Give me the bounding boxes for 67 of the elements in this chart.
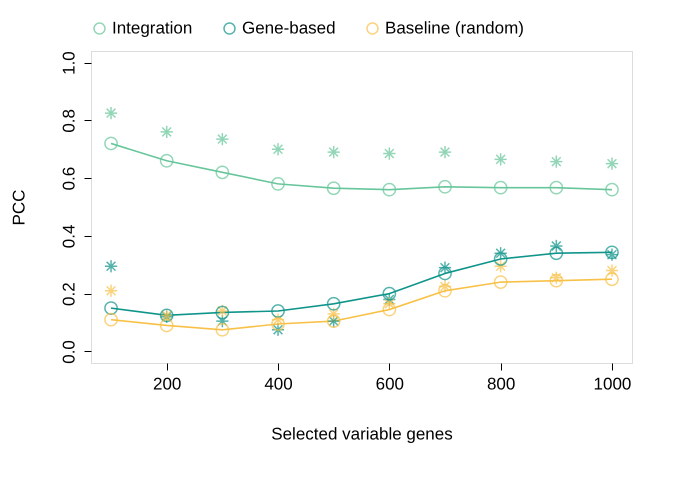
y-tick-label: 0.0 bbox=[60, 340, 78, 364]
y-tick-label: 0.8 bbox=[60, 109, 78, 133]
x-tick-label: 400 bbox=[264, 374, 293, 394]
point bbox=[326, 145, 341, 159]
point bbox=[494, 180, 508, 195]
point bbox=[382, 296, 396, 311]
point bbox=[438, 280, 452, 294]
point bbox=[160, 125, 174, 139]
point bbox=[438, 284, 452, 298]
point bbox=[494, 246, 508, 260]
y-tick-label: 0.6 bbox=[60, 166, 78, 190]
point bbox=[438, 260, 452, 275]
point bbox=[271, 322, 285, 337]
point bbox=[271, 177, 285, 191]
point bbox=[605, 156, 619, 171]
point bbox=[326, 296, 341, 311]
y-axis-title: PCC bbox=[10, 190, 28, 226]
y-tick-label: 1.0 bbox=[60, 51, 78, 75]
point bbox=[605, 272, 619, 286]
point bbox=[215, 165, 230, 180]
x-tick-label: 200 bbox=[153, 374, 182, 394]
x-axis-title: Selected variable genes bbox=[271, 424, 453, 444]
point bbox=[104, 259, 118, 274]
point bbox=[215, 314, 230, 328]
point bbox=[549, 154, 564, 169]
point bbox=[104, 284, 118, 298]
x-tick-label: 600 bbox=[376, 374, 404, 394]
point bbox=[438, 266, 452, 280]
point bbox=[549, 180, 564, 195]
point bbox=[326, 181, 341, 196]
point bbox=[605, 264, 619, 278]
point bbox=[104, 301, 118, 315]
point bbox=[271, 317, 285, 331]
point bbox=[605, 245, 619, 260]
point bbox=[549, 246, 564, 260]
y-tick-label: 0.2 bbox=[60, 282, 78, 306]
point bbox=[549, 270, 564, 285]
point bbox=[271, 312, 285, 327]
legend-label: Gene-based bbox=[242, 18, 336, 38]
point bbox=[271, 304, 285, 318]
point bbox=[605, 182, 619, 197]
point bbox=[160, 154, 174, 168]
point bbox=[326, 307, 341, 321]
point bbox=[215, 322, 230, 337]
y-tick-label: 0.4 bbox=[60, 224, 78, 248]
point bbox=[104, 106, 118, 120]
point bbox=[382, 146, 396, 160]
point bbox=[104, 312, 118, 327]
point bbox=[271, 142, 285, 156]
point bbox=[160, 318, 174, 332]
legend-label: Integration bbox=[112, 18, 192, 38]
point bbox=[104, 136, 118, 150]
legend-label: Baseline (random) bbox=[385, 18, 524, 38]
point bbox=[549, 239, 564, 253]
point bbox=[605, 248, 619, 262]
x-tick-label: 800 bbox=[486, 374, 516, 394]
point bbox=[438, 180, 452, 194]
x-tick-label: 1000 bbox=[594, 374, 632, 394]
point bbox=[382, 182, 396, 197]
point bbox=[494, 275, 508, 289]
point bbox=[494, 152, 508, 166]
point bbox=[438, 145, 452, 159]
point bbox=[549, 274, 564, 288]
point bbox=[215, 132, 230, 146]
point bbox=[382, 302, 396, 316]
point bbox=[494, 252, 508, 266]
point bbox=[494, 259, 508, 274]
